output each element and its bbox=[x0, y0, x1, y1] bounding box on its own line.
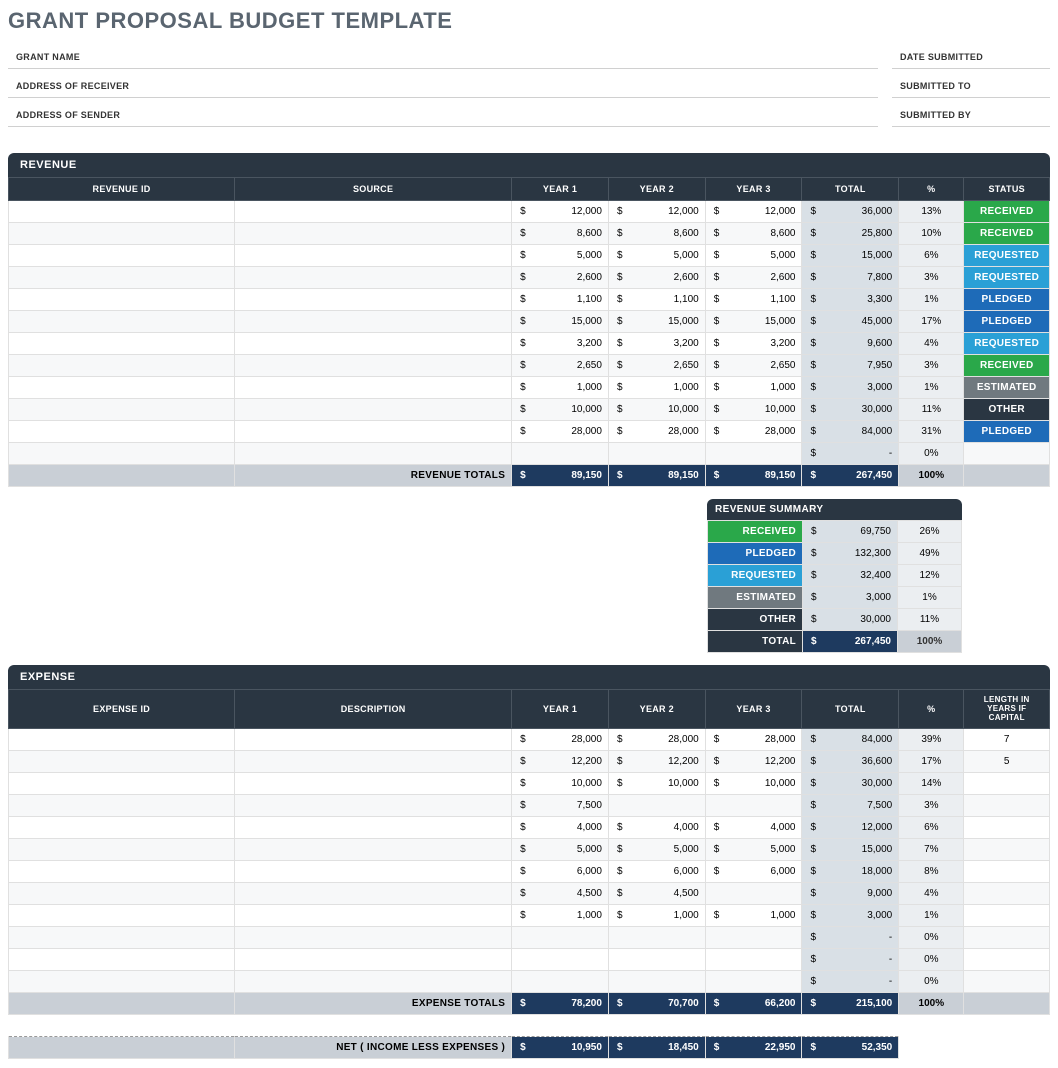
summary-row: REQUESTED$32,40012% bbox=[708, 565, 962, 587]
revenue-row: $15,000$15,000$15,000$45,00017%PLEDGED bbox=[9, 311, 1050, 333]
col-header: TOTAL bbox=[802, 690, 899, 729]
expense-row: $12,200$12,200$12,200$36,60017%5 bbox=[9, 751, 1050, 773]
col-header: YEAR 1 bbox=[512, 178, 609, 201]
expense-section-header: EXPENSE bbox=[8, 665, 1050, 689]
expense-header-row: EXPENSE IDDESCRIPTIONYEAR 1YEAR 2YEAR 3T… bbox=[9, 690, 1050, 729]
revenue-table: REVENUE IDSOURCEYEAR 1YEAR 2YEAR 3TOTAL%… bbox=[8, 177, 1050, 487]
meta-date-submitted[interactable]: DATE SUBMITTED bbox=[892, 48, 1050, 69]
revenue-row: $-0% bbox=[9, 443, 1050, 465]
meta-section: GRANT NAME ADDRESS OF RECEIVER ADDRESS O… bbox=[8, 48, 1050, 135]
meta-label: GRANT NAME bbox=[16, 52, 878, 62]
expense-table: EXPENSE IDDESCRIPTIONYEAR 1YEAR 2YEAR 3T… bbox=[8, 689, 1050, 1059]
summary-header: REVENUE SUMMARY bbox=[707, 499, 962, 520]
col-header: % bbox=[899, 690, 964, 729]
summary-row: RECEIVED$69,75026% bbox=[708, 521, 962, 543]
meta-label: ADDRESS OF RECEIVER bbox=[16, 81, 878, 91]
status-badge: REQUESTED bbox=[964, 333, 1050, 355]
col-header: SOURCE bbox=[235, 178, 512, 201]
revenue-totals-row: REVENUE TOTALS $89,150 $89,150 $89,150 $… bbox=[9, 465, 1050, 487]
revenue-row: $5,000$5,000$5,000$15,0006%REQUESTED bbox=[9, 245, 1050, 267]
expense-row: $10,000$10,000$10,000$30,00014% bbox=[9, 773, 1050, 795]
revenue-totals-label: REVENUE TOTALS bbox=[235, 465, 512, 487]
col-header: EXPENSE ID bbox=[9, 690, 235, 729]
expense-totals-row: EXPENSE TOTALS $78,200 $70,700 $66,200 $… bbox=[9, 993, 1050, 1015]
col-header: % bbox=[899, 178, 964, 201]
expense-row: $5,000$5,000$5,000$15,0007% bbox=[9, 839, 1050, 861]
expense-row: $4,000$4,000$4,000$12,0006% bbox=[9, 817, 1050, 839]
summary-row: OTHER$30,00011% bbox=[708, 609, 962, 631]
meta-label: SUBMITTED TO bbox=[900, 81, 1050, 91]
status-badge: PLEDGED bbox=[964, 421, 1050, 443]
col-header: REVENUE ID bbox=[9, 178, 235, 201]
revenue-header-row: REVENUE IDSOURCEYEAR 1YEAR 2YEAR 3TOTAL%… bbox=[9, 178, 1050, 201]
status-badge: RECEIVED bbox=[964, 201, 1050, 223]
meta-address-sender[interactable]: ADDRESS OF SENDER bbox=[8, 106, 878, 127]
meta-label: ADDRESS OF SENDER bbox=[16, 110, 878, 120]
expense-row: $-0% bbox=[9, 927, 1050, 949]
page-title: GRANT PROPOSAL BUDGET TEMPLATE bbox=[8, 8, 1050, 34]
meta-submitted-by[interactable]: SUBMITTED BY bbox=[892, 106, 1050, 127]
status-badge: OTHER bbox=[964, 399, 1050, 421]
revenue-section-header: REVENUE bbox=[8, 153, 1050, 177]
meta-label: SUBMITTED BY bbox=[900, 110, 1050, 120]
status-badge: RECEIVED bbox=[964, 355, 1050, 377]
col-header: STATUS bbox=[964, 178, 1050, 201]
revenue-row: $1,100$1,100$1,100$3,3001%PLEDGED bbox=[9, 289, 1050, 311]
col-header: TOTAL bbox=[802, 178, 899, 201]
col-header: YEAR 1 bbox=[512, 690, 609, 729]
status-badge: ESTIMATED bbox=[964, 377, 1050, 399]
expense-totals-label: EXPENSE TOTALS bbox=[235, 993, 512, 1015]
expense-row: $7,500$7,5003% bbox=[9, 795, 1050, 817]
meta-label: DATE SUBMITTED bbox=[900, 52, 1050, 62]
summary-row: ESTIMATED$3,0001% bbox=[708, 587, 962, 609]
revenue-row: $2,600$2,600$2,600$7,8003%REQUESTED bbox=[9, 267, 1050, 289]
expense-row: $28,000$28,000$28,000$84,00039%7 bbox=[9, 729, 1050, 751]
status-badge: PLEDGED bbox=[964, 289, 1050, 311]
expense-row: $-0% bbox=[9, 971, 1050, 993]
revenue-row: $2,650$2,650$2,650$7,9503%RECEIVED bbox=[9, 355, 1050, 377]
summary-total-row: TOTAL $267,450 100% bbox=[708, 631, 962, 653]
status-badge: REQUESTED bbox=[964, 267, 1050, 289]
expense-row: $-0% bbox=[9, 949, 1050, 971]
revenue-row: $12,000$12,000$12,000$36,00013%RECEIVED bbox=[9, 201, 1050, 223]
col-header: LENGTH IN YEARS IF CAPITAL bbox=[964, 690, 1050, 729]
status-badge: REQUESTED bbox=[964, 245, 1050, 267]
revenue-row: $28,000$28,000$28,000$84,00031%PLEDGED bbox=[9, 421, 1050, 443]
col-header: YEAR 3 bbox=[705, 690, 802, 729]
col-header: YEAR 2 bbox=[608, 178, 705, 201]
expense-row: $6,000$6,000$6,000$18,0008% bbox=[9, 861, 1050, 883]
meta-submitted-to[interactable]: SUBMITTED TO bbox=[892, 77, 1050, 98]
col-header: YEAR 3 bbox=[705, 178, 802, 201]
revenue-row: $1,000$1,000$1,000$3,0001%ESTIMATED bbox=[9, 377, 1050, 399]
summary-row: PLEDGED$132,30049% bbox=[708, 543, 962, 565]
expense-row: $1,000$1,000$1,000$3,0001% bbox=[9, 905, 1050, 927]
summary-table: RECEIVED$69,75026%PLEDGED$132,30049%REQU… bbox=[707, 520, 962, 653]
net-row: NET ( INCOME LESS EXPENSES ) $10,950 $18… bbox=[9, 1037, 1050, 1059]
expense-row: $4,500$4,500$9,0004% bbox=[9, 883, 1050, 905]
col-header: DESCRIPTION bbox=[235, 690, 512, 729]
revenue-row: $3,200$3,200$3,200$9,6004%REQUESTED bbox=[9, 333, 1050, 355]
status-badge: PLEDGED bbox=[964, 311, 1050, 333]
revenue-row: $10,000$10,000$10,000$30,00011%OTHER bbox=[9, 399, 1050, 421]
revenue-summary: REVENUE SUMMARY RECEIVED$69,75026%PLEDGE… bbox=[707, 499, 1050, 653]
meta-address-receiver[interactable]: ADDRESS OF RECEIVER bbox=[8, 77, 878, 98]
status-badge: RECEIVED bbox=[964, 223, 1050, 245]
revenue-row: $8,600$8,600$8,600$25,80010%RECEIVED bbox=[9, 223, 1050, 245]
meta-grant-name[interactable]: GRANT NAME bbox=[8, 48, 878, 69]
net-label: NET ( INCOME LESS EXPENSES ) bbox=[235, 1037, 512, 1059]
col-header: YEAR 2 bbox=[608, 690, 705, 729]
